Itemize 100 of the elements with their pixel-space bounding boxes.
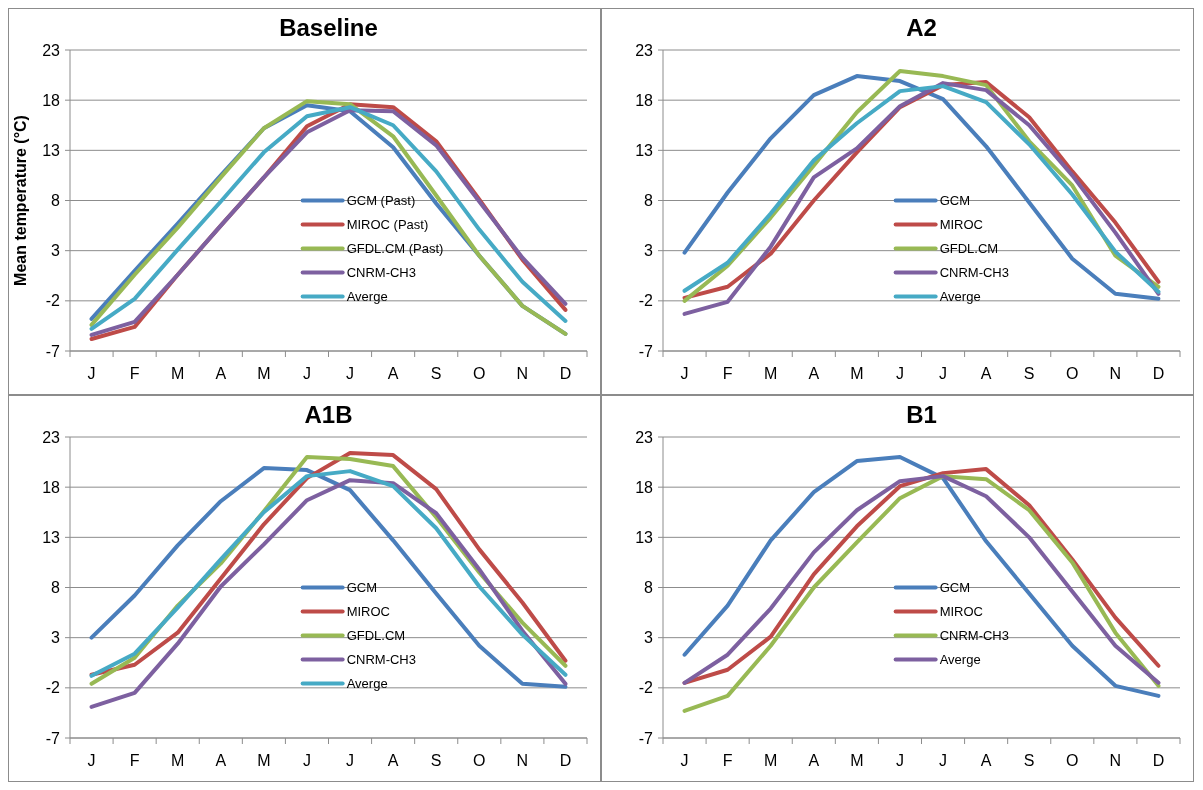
x-tick-label: D <box>1152 365 1165 382</box>
legend-label: CNRM-CH3 <box>939 628 1009 644</box>
chart-title: A2 <box>906 14 937 41</box>
x-tick-label: S <box>1023 365 1035 382</box>
x-tick-label: N <box>516 752 529 769</box>
chart-title: B1 <box>906 401 937 428</box>
x-tick-label: A <box>980 752 992 769</box>
x-tick-label: A <box>215 752 227 769</box>
legend-label: GCM <box>939 193 970 209</box>
x-tick-label: M <box>850 752 864 769</box>
y-axis-title: Mean temperature (°C) <box>12 115 29 286</box>
y-tick-label: 3 <box>644 242 654 260</box>
y-tick-label: 18 <box>42 478 61 496</box>
x-tick-label: A <box>808 365 820 382</box>
x-tick-label: F <box>722 365 733 382</box>
x-tick-label: J <box>680 752 689 769</box>
y-tick-label: 8 <box>644 579 654 597</box>
x-tick-label: N <box>1109 752 1122 769</box>
x-tick-label: A <box>387 752 399 769</box>
x-tick-label: J <box>895 365 904 382</box>
y-tick-label: 3 <box>51 242 61 260</box>
y-tick-label: 3 <box>644 629 654 647</box>
x-tick-label: O <box>1066 752 1079 769</box>
legend-label: MIROC (Past) <box>346 217 429 233</box>
x-tick-label: J <box>895 752 904 769</box>
x-tick-label: A <box>215 365 227 382</box>
x-tick-label: D <box>559 752 572 769</box>
y-tick-label: 8 <box>644 192 654 210</box>
chart-title: Baseline <box>279 14 378 41</box>
legend-label: MIROC <box>939 604 983 620</box>
y-tick-label: 18 <box>635 478 654 496</box>
x-tick-label: F <box>129 752 140 769</box>
x-tick-label: O <box>473 752 486 769</box>
x-tick-label: M <box>171 365 185 382</box>
x-tick-label: M <box>764 752 778 769</box>
y-tick-label: 23 <box>42 41 61 59</box>
x-tick-label: F <box>129 365 140 382</box>
x-tick-label: J <box>87 365 96 382</box>
legend-label: Averge <box>939 652 981 668</box>
y-tick-label: 23 <box>635 428 654 446</box>
x-tick-label: J <box>346 752 355 769</box>
x-tick-label: O <box>473 365 486 382</box>
x-tick-label: S <box>430 365 442 382</box>
y-tick-label: 18 <box>635 91 654 109</box>
legend-label: MIROC <box>939 217 983 233</box>
legend-label: CNRM-CH3 <box>346 265 416 281</box>
x-tick-label: D <box>559 365 572 382</box>
legend-label: GCM (Past) <box>346 193 416 209</box>
y-tick-label: -7 <box>45 729 61 747</box>
y-tick-label: 13 <box>635 141 654 159</box>
legend-label: GFDL.CM (Past) <box>346 241 444 257</box>
legend-label: GCM <box>346 580 377 596</box>
legend-label: Averge <box>939 289 981 305</box>
x-tick-label: J <box>302 365 311 382</box>
y-tick-label: -7 <box>638 342 654 360</box>
x-tick-label: S <box>1023 752 1035 769</box>
y-tick-label: 13 <box>635 528 654 546</box>
y-tick-label: -2 <box>45 679 61 697</box>
x-tick-label: M <box>257 365 271 382</box>
chart-title: A1B <box>304 401 353 428</box>
y-tick-label: 23 <box>635 41 654 59</box>
legend-label: GCM <box>939 580 970 596</box>
y-tick-label: 8 <box>51 579 61 597</box>
y-tick-label: 18 <box>42 91 61 109</box>
legend-label: CNRM-CH3 <box>939 265 1009 281</box>
legend-label: MIROC <box>346 604 390 620</box>
x-tick-label: S <box>430 752 442 769</box>
x-tick-label: D <box>1152 752 1165 769</box>
legend-label: Averge <box>346 676 388 692</box>
y-tick-label: -2 <box>638 292 654 310</box>
y-tick-label: 23 <box>42 428 61 446</box>
x-tick-label: M <box>764 365 778 382</box>
legend-label: CNRM-CH3 <box>346 652 416 668</box>
x-tick-label: J <box>346 365 355 382</box>
y-tick-label: 8 <box>51 192 61 210</box>
legend-label: GFDL.CM <box>346 628 406 644</box>
y-tick-label: -7 <box>45 342 61 360</box>
x-tick-label: A <box>808 752 820 769</box>
legend-label: Averge <box>346 289 388 305</box>
x-tick-label: N <box>1109 365 1122 382</box>
x-tick-label: N <box>516 365 529 382</box>
x-tick-label: M <box>257 752 271 769</box>
x-tick-label: F <box>722 752 733 769</box>
y-tick-label: -7 <box>638 729 654 747</box>
x-tick-label: J <box>680 365 689 382</box>
x-tick-label: M <box>171 752 185 769</box>
legend-label: GFDL.CM <box>939 241 999 257</box>
y-tick-label: -2 <box>638 679 654 697</box>
x-tick-label: A <box>387 365 399 382</box>
y-tick-label: -2 <box>45 292 61 310</box>
x-tick-label: A <box>980 365 992 382</box>
y-tick-label: 13 <box>42 141 61 159</box>
y-tick-label: 13 <box>42 528 61 546</box>
x-tick-label: J <box>87 752 96 769</box>
x-tick-label: O <box>1066 365 1079 382</box>
x-tick-label: J <box>939 752 948 769</box>
x-tick-label: J <box>939 365 948 382</box>
x-tick-label: M <box>850 365 864 382</box>
x-tick-label: J <box>302 752 311 769</box>
y-tick-label: 3 <box>51 629 61 647</box>
